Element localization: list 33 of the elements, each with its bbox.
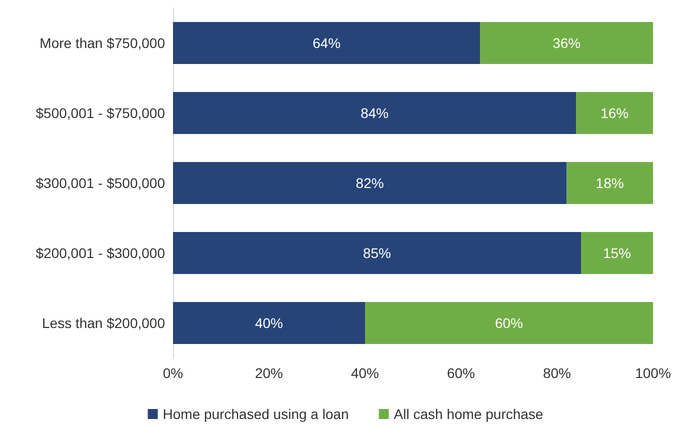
bar (173, 92, 576, 134)
x-tick-label: 80% (542, 365, 572, 381)
bar (173, 302, 365, 344)
data-label: 85% (362, 245, 392, 261)
data-label: 84% (360, 105, 389, 121)
y-tick-label: More than $750,000 (40, 35, 166, 51)
x-tick-label: 40% (350, 365, 380, 381)
data-label: 82% (356, 175, 384, 191)
bar (566, 162, 653, 204)
bar (173, 232, 581, 274)
data-label: 18% (596, 175, 624, 191)
bar (365, 302, 653, 344)
y-tick-label: $300,001 - $500,000 (36, 175, 166, 191)
legend-label: Home purchased using a loan (162, 406, 349, 422)
x-tick-label: 20% (254, 365, 284, 381)
bar (576, 92, 653, 134)
data-label: 36% (552, 35, 581, 51)
bar (173, 162, 567, 204)
x-tick-label: 100% (635, 365, 671, 381)
x-tick-label: 60% (446, 365, 476, 381)
data-label: 60% (494, 315, 524, 331)
data-label: 16% (600, 105, 629, 121)
bar (581, 232, 653, 274)
y-tick-label: Less than $200,000 (42, 315, 166, 331)
bar (173, 22, 480, 64)
x-tick-label: 0% (162, 365, 184, 381)
data-label: 40% (254, 315, 284, 331)
data-label: 64% (312, 35, 341, 51)
bar (480, 22, 653, 64)
data-label: 15% (602, 245, 632, 261)
y-tick-label: $500,001 - $750,000 (36, 105, 166, 121)
legend-label: All cash home purchase (394, 406, 544, 422)
y-tick-label: $200,001 - $300,000 (36, 245, 166, 261)
